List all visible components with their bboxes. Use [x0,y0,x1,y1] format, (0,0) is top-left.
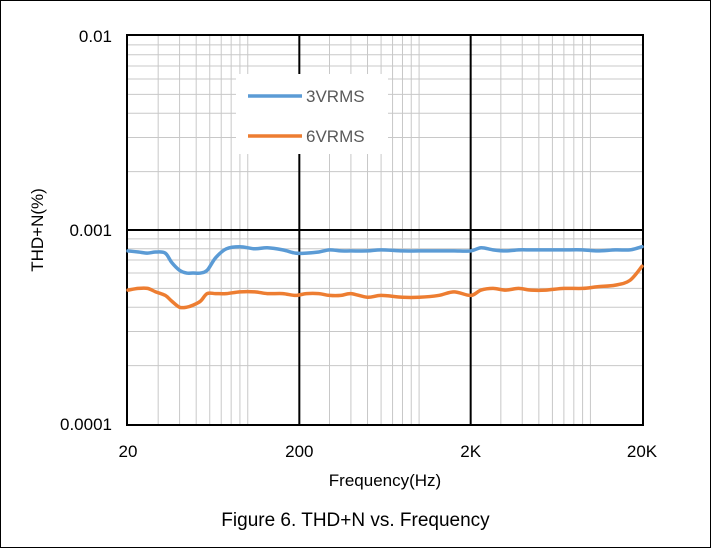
legend-label-6vrms: 6VRMS [306,127,365,146]
y-axis-title: THD+N(%) [28,188,47,272]
legend: 3VRMS 6VRMS [236,74,388,154]
plot-border [126,34,644,426]
x-tick-label: 2K [460,442,481,461]
x-tick-label: 20K [627,442,658,461]
x-axis-title: Frequency(Hz) [329,471,441,490]
series-line-6vrms [126,264,644,310]
figure-caption: Figure 6. THD+N vs. Frequency [221,510,490,531]
y-tick-label: 0.01 [79,27,112,46]
legend-box [236,74,388,154]
series-layer [126,244,644,310]
legend-label-3vrms: 3VRMS [306,87,365,106]
x-tick-label: 200 [285,442,313,461]
series-line-3vrms [126,244,644,275]
x-tick-label: 20 [119,442,138,461]
y-tick-label: 0.0001 [60,415,112,434]
tick-labels: 20 200 2K 20K 0.0001 0.001 0.01 [60,27,658,461]
y-tick-label: 0.001 [69,221,112,240]
